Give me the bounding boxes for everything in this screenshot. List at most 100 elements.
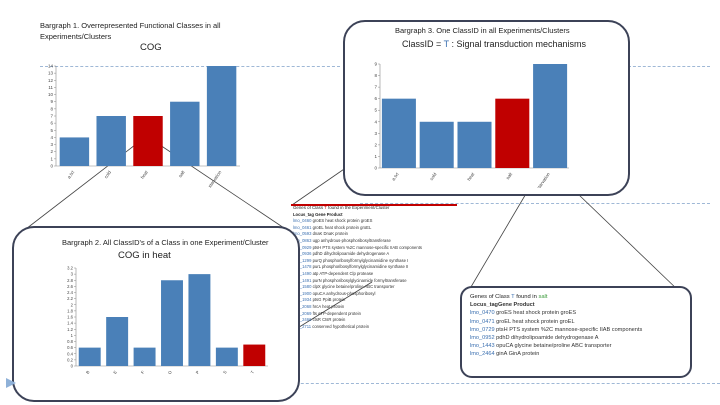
gene-product: purN phosphoribosylglycinamide formyltra… xyxy=(311,277,407,283)
table-row: lmo_1580 clpX glycine betaine/proline AB… xyxy=(293,284,463,291)
y-tick-label: 2 xyxy=(374,142,377,147)
x-tick-label: P xyxy=(195,370,201,375)
y-tick-label: 3 xyxy=(71,272,74,277)
x-tick-label: starvation xyxy=(536,171,552,188)
bar-S[interactable] xyxy=(215,347,238,366)
bar-B[interactable] xyxy=(78,347,101,366)
gene-product: pdhD dihydrolipoamide dehydrogenase A xyxy=(494,335,599,342)
table-row: lmo_1443 opuCA glycine betaine/proline A… xyxy=(470,342,642,350)
y-tick-label: 13 xyxy=(48,71,54,76)
table-row: lmo_2466 ctsR CtsR protein xyxy=(293,317,463,324)
y-tick-label: 12 xyxy=(48,78,54,83)
y-tick-label: 1.2 xyxy=(67,327,73,332)
x-tick-label: O xyxy=(167,369,173,375)
bargraph2-heading: Bargraph 2. All ClassID's of a Class in … xyxy=(62,238,269,247)
x-tick-label: cold xyxy=(429,171,438,181)
locus-tag-link[interactable]: lmo_1934 xyxy=(293,297,312,303)
bargraph3-title-id: T xyxy=(443,39,449,49)
locus-tag-link[interactable]: lmo_2068 xyxy=(293,303,312,309)
x-tick-label: salt xyxy=(177,169,186,178)
y-tick-label: 9 xyxy=(50,99,53,104)
gene-product: ptsH PTS system %2C mannose-specific IIA… xyxy=(311,244,422,250)
bar-F[interactable] xyxy=(133,347,156,366)
locus-tag-link[interactable]: lmo_0460 xyxy=(293,218,312,224)
locus-tag-link[interactable]: lmo_1490 xyxy=(293,270,312,276)
locus-tag-link[interactable]: lmo_1491 xyxy=(293,277,312,283)
y-tick-label: 5 xyxy=(50,128,53,133)
y-tick-label: 8 xyxy=(374,73,377,78)
locus-tag-link[interactable]: lmo_0952 xyxy=(470,335,495,342)
x-tick-label: B xyxy=(85,370,91,375)
bargraph3-title: ClassID = T : Signal transduction mechan… xyxy=(402,39,586,49)
table-row: lmo_2464 ginA GinA protein xyxy=(470,350,642,358)
bar-E[interactable] xyxy=(106,317,129,366)
x-tick-label: salt xyxy=(505,171,514,180)
gene-product: ptsG PpiB protein xyxy=(311,297,346,303)
locus-tag-link[interactable]: lmo_1299 xyxy=(293,257,312,263)
bar-cold[interactable] xyxy=(419,121,454,168)
table-row: lmo_0729 ptsH PTS system %2C mannose-spe… xyxy=(470,326,642,334)
bar-a.txt[interactable] xyxy=(59,137,90,166)
bar-salt[interactable] xyxy=(495,98,530,168)
x-tick-label: cold xyxy=(103,169,112,179)
gene-table-all-caption-class: T xyxy=(324,205,327,210)
gene-product: groES heat shock protein groES xyxy=(494,310,577,317)
locus-tag-link[interactable]: lmo_0936 xyxy=(293,251,312,257)
bar-heat[interactable] xyxy=(133,116,163,166)
bar-salt[interactable] xyxy=(170,101,200,166)
gene-table-all-caption-prefix: Genes of Class xyxy=(293,205,325,210)
bar-starvation[interactable] xyxy=(206,66,237,166)
bar-O[interactable] xyxy=(161,280,183,366)
x-tick-label: F xyxy=(140,369,146,374)
gene-product: ginA GinA protein xyxy=(494,351,540,358)
y-tick-label: 1.6 xyxy=(67,315,73,320)
gene-product: ctsR CtsR protein xyxy=(311,317,346,323)
y-tick-label: 2.6 xyxy=(67,284,73,289)
bar-heat[interactable] xyxy=(457,121,492,168)
locus-tag-link[interactable]: lmo_1900 xyxy=(293,290,312,296)
locus-tag-link[interactable]: lmo_1580 xyxy=(293,284,312,290)
x-tick-label: heat xyxy=(140,169,150,180)
y-tick-label: 4 xyxy=(50,135,53,140)
locus-tag-link[interactable]: lmo_0729 xyxy=(470,326,495,333)
bar-a.txt[interactable] xyxy=(381,98,416,168)
bargraph2-title: COG in heat xyxy=(118,250,171,261)
locus-tag-link[interactable]: lmo_2711 xyxy=(293,323,312,329)
play-triangle-icon[interactable] xyxy=(5,377,17,389)
locus-tag-link[interactable]: lmo_1478 xyxy=(293,264,312,270)
guide-line-top xyxy=(40,66,340,67)
locus-tag-link[interactable]: lmo_0593 xyxy=(293,231,312,237)
gene-table-class-caption-exp: salt xyxy=(538,294,548,300)
gene-product: clpX glycine betaine/proline ABC transpo… xyxy=(311,284,395,290)
gene-product: opuCA anhydrous-phosphoribosyl xyxy=(311,290,376,296)
gene-product: dnaK DnaK protein xyxy=(311,231,348,237)
locus-tag-link[interactable]: lmo_2464 xyxy=(470,351,495,358)
gene-table-class-caption-prefix: Genes of Class xyxy=(470,294,512,300)
gene-table-all-border xyxy=(291,204,457,206)
locus-tag-link[interactable]: lmo_0461 xyxy=(293,224,312,230)
table-row: lmo_0470 groES heat shock protein groES xyxy=(470,309,642,317)
locus-tag-link[interactable]: lmo_1443 xyxy=(470,343,495,350)
y-tick-label: 14 xyxy=(48,64,54,69)
y-tick-label: 2.2 xyxy=(67,296,73,301)
table-row: lmo_1934 ptsG PpiB protein xyxy=(293,297,463,304)
bar-cold[interactable] xyxy=(96,116,126,166)
guide-line-middle xyxy=(360,203,710,204)
x-tick-label: S xyxy=(222,370,228,375)
bar-T[interactable] xyxy=(243,344,266,366)
y-tick-label: 1 xyxy=(50,156,53,161)
locus-tag-link[interactable]: lmo_0470 xyxy=(470,310,495,317)
y-tick-label: 6 xyxy=(50,121,53,126)
gene-product: groEL heat shock protein groEL xyxy=(494,318,575,325)
locus-tag-link[interactable]: lmo_0471 xyxy=(470,318,495,325)
locus-tag-link[interactable]: lmo_2069 xyxy=(293,310,312,316)
y-tick-label: 9 xyxy=(374,62,377,67)
gene-table-all-caption: Genes of Class T found in the Experiment… xyxy=(293,205,463,212)
bar-starvation[interactable] xyxy=(533,64,568,168)
locus-tag-link[interactable]: lmo_0929 xyxy=(293,244,312,250)
bar-P[interactable] xyxy=(188,274,211,366)
gene-product: conserved hypothetical protein xyxy=(311,323,370,329)
locus-tag-link[interactable]: lmo_0863 xyxy=(293,237,312,243)
y-tick-label: 0 xyxy=(50,164,53,169)
locus-tag-link[interactable]: lmo_2466 xyxy=(293,317,312,323)
